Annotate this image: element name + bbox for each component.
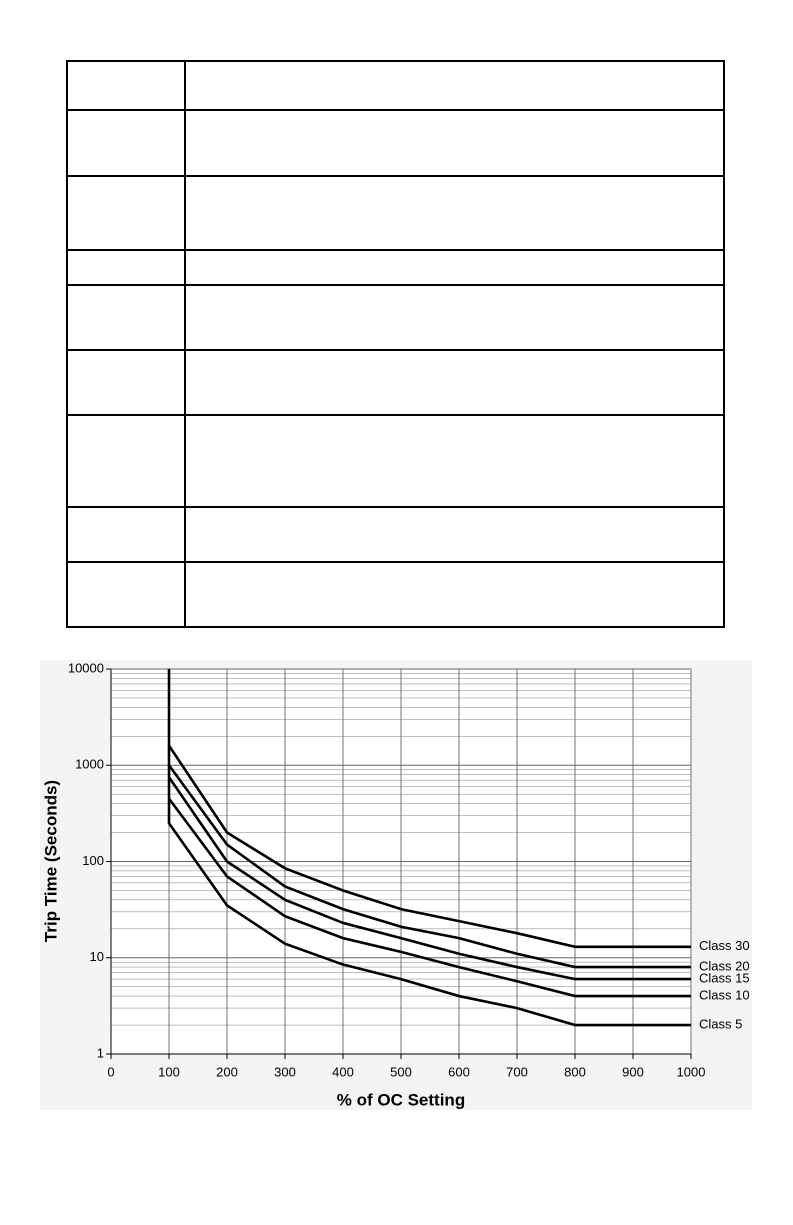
curve [167,776,691,981]
legend-label: Class 15 [699,971,750,986]
table [66,60,725,628]
y-tick-label: 10000 [68,660,104,675]
curve [167,764,691,969]
y-tick-label: 1 [97,1045,104,1060]
legend-label: Class 5 [699,1016,742,1031]
x-tick-label: 400 [332,1064,354,1079]
table-frame [66,60,725,628]
x-tick-label: 1000 [677,1064,706,1079]
legend-label: Class 10 [699,987,750,1002]
x-tick-label: 900 [622,1064,644,1079]
y-axis-title: Trip Time (Seconds) [41,780,60,942]
x-tick-label: 700 [506,1064,528,1079]
x-tick-label: 500 [390,1064,412,1079]
curve [167,669,691,1027]
x-axis-title: % of OC Setting [337,1090,465,1109]
curve [167,797,691,998]
curve [167,744,691,949]
legend-label: Class 20 [699,959,750,974]
x-tick-label: 800 [564,1064,586,1079]
y-tick-label: 10 [90,949,104,964]
chart: 1 10 100 1000 10000 0 100 200 300 400 500 600 700 800… [68,660,750,1079]
y-tick-label: 1000 [75,757,104,772]
x-tick-label: 600 [448,1064,470,1079]
x-tick-label: 300 [274,1064,296,1079]
x-tick-label: 100 [158,1064,180,1079]
x-tick-label: 0 [107,1064,114,1079]
legend-label: Class 30 [699,938,750,953]
x-tick-label: 200 [216,1064,238,1079]
y-tick-label: 100 [82,853,104,868]
